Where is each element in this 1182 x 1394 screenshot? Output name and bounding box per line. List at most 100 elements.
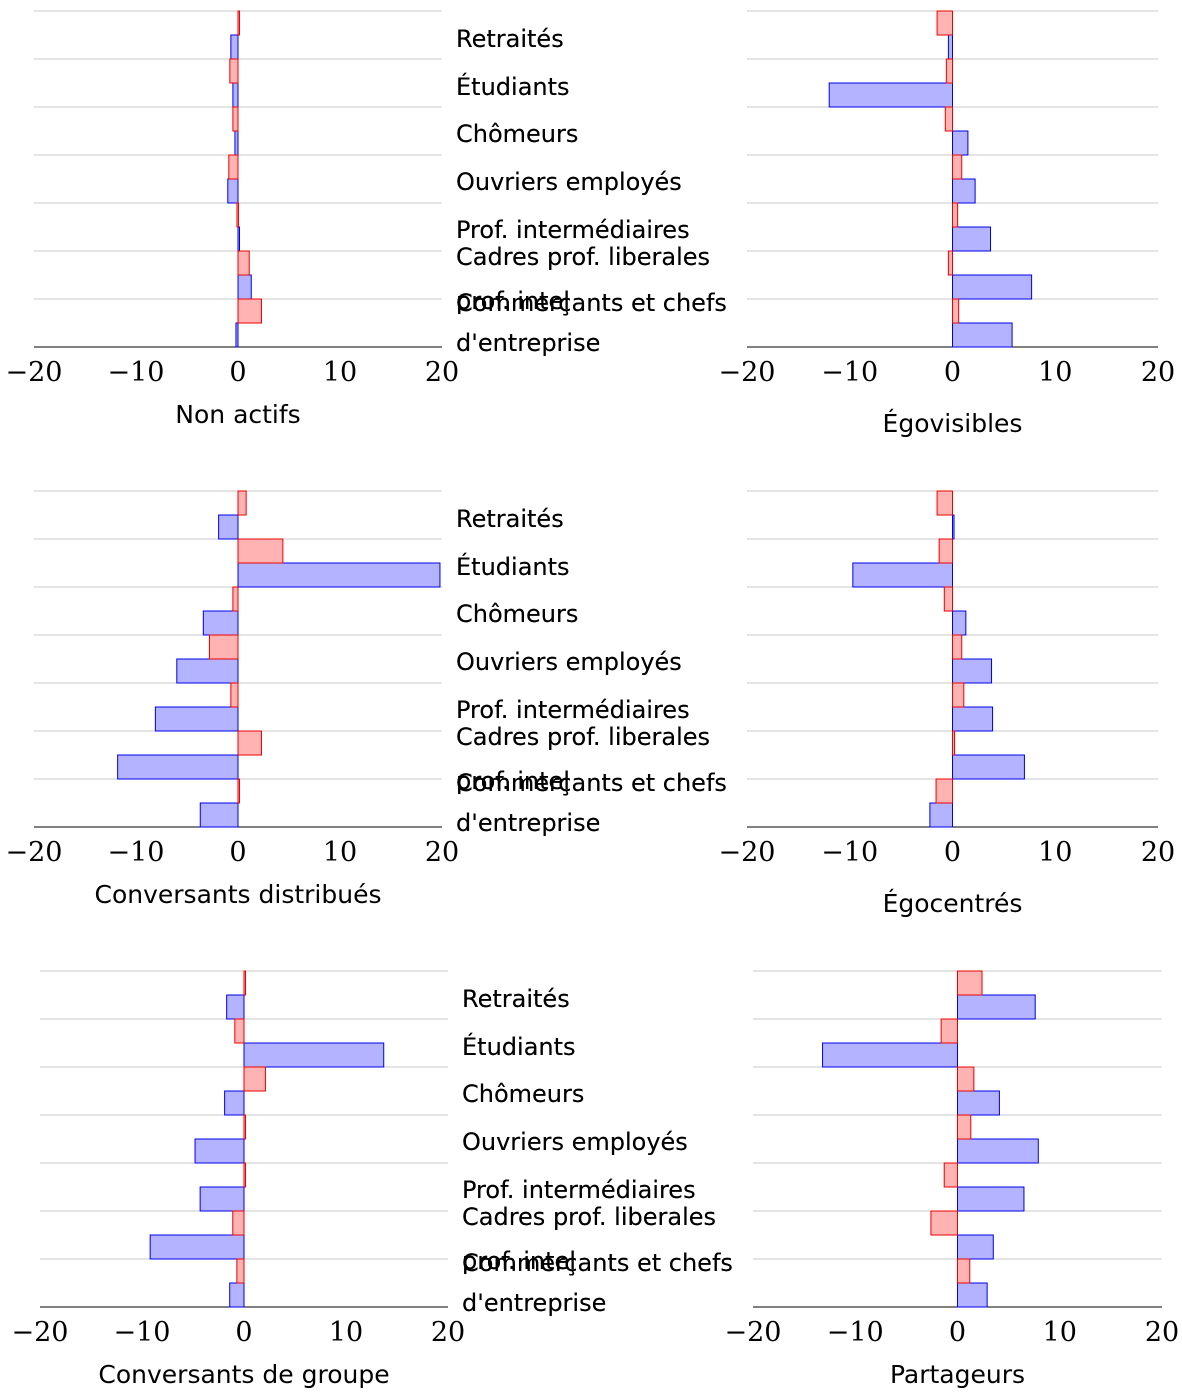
bar-series-1-cat-3 [224,1090,245,1116]
bar-series-2-cat-5 [952,202,959,228]
x-tick-label: −20 [12,1317,69,1348]
bar-series-1-cat-1 [952,514,955,540]
category-label: Ouvriers employés [462,1128,688,1156]
x-tick-label: 20 [425,357,459,388]
category-label: Étudiants [456,72,570,101]
bar-series-1-cat-7 [929,802,954,828]
bar-series-1-cat-6 [149,1234,245,1260]
category-label: Prof. intermédiaires [456,696,690,724]
chart-title: Conversants de groupe [98,1360,389,1389]
x-tick-label: −10 [108,357,165,388]
category-label-line2: prof. intel [456,767,570,795]
bar-series-1-cat-2 [828,82,954,108]
bar-series-2-cat-2 [229,58,239,84]
category-label-line2: d'entreprise [462,1289,606,1317]
category-label: Commerçants et chefs [462,1249,733,1277]
bar-series-2-cat-5 [236,202,239,228]
category-label: Retraités [462,985,570,1013]
bar-series-1-cat-7 [235,322,239,348]
bar-series-1-cat-5 [154,706,239,732]
category-label: Cadres prof. liberales [456,243,710,271]
bar-series-1-cat-4 [952,658,993,684]
x-tick-label: 0 [949,1317,966,1348]
bar-series-2-cat-4 [208,634,239,660]
bar-series-1-cat-6 [237,274,252,300]
bar-series-1-cat-3 [957,1090,1000,1116]
category-label: Étudiants [456,552,570,581]
category-label: Commerçants et chefs [456,289,727,317]
category-label: Retraités [456,505,564,533]
chart-panel-6: −20 −10 0 10 20 Retraités Étudiants Chômeurs Ouv… [462,970,1179,1389]
bar-series-1-cat-5 [199,1186,245,1212]
bar-series-2-cat-1 [936,10,954,36]
x-tick-label: −10 [827,1317,884,1348]
bar-series-2-cat-7 [935,778,953,804]
category-label: Cadres prof. liberales [456,243,710,271]
bar-series-1-cat-7 [199,802,239,828]
category-label: Cadres prof. liberales [462,1203,716,1231]
x-tick-label: 20 [1145,1317,1179,1348]
category-label-line2: prof. intel [456,287,570,315]
bar-series-2-cat-5 [243,1162,246,1188]
category-label: Commerçants et chefs [456,289,727,317]
x-tick-label: 20 [1141,837,1175,868]
chart-title: Partageurs [890,1360,1025,1389]
bar-series-1-cat-3 [202,610,239,636]
category-label-line2: prof. intel [456,287,570,315]
bar-series-2-cat-4 [952,634,963,660]
x-tick-label: −20 [719,357,776,388]
bar-series-1-cat-1 [230,34,239,60]
bar-series-1-cat-5 [952,706,994,732]
bar-series-2-cat-4 [243,1114,246,1140]
bar-series-1-cat-6 [952,754,1025,780]
x-tick-label: −10 [108,837,165,868]
bar-series-1-cat-4 [952,178,976,204]
bar-series-2-cat-6 [237,250,250,276]
chart-panel-3: −20 −10 0 10 20 Retraités Étudiants Chômeurs Ouv… [6,490,727,909]
x-tick-label: 10 [323,357,357,388]
category-label: Prof. intermédiaires [456,216,690,244]
bar-series-2-cat-7 [237,778,240,804]
category-label: Retraités [456,505,564,533]
bar-series-2-cat-6 [930,1210,958,1236]
bar-series-2-cat-1 [957,970,983,996]
bar-series-1-cat-7 [229,1282,245,1308]
x-tick-label: 10 [323,837,357,868]
bar-series-2-cat-1 [237,490,247,516]
bar-series-1-cat-4 [957,1138,1039,1164]
bar-series-2-cat-1 [237,10,240,36]
x-tick-label: 10 [329,1317,363,1348]
x-tick-label: 0 [229,357,246,388]
bar-series-1-cat-6 [117,754,239,780]
bar-series-2-cat-3 [943,586,954,612]
category-label: Prof. intermédiaires [462,1176,696,1204]
bar-series-1-cat-3 [952,610,967,636]
bar-series-1-cat-7 [957,1282,988,1308]
category-label: Chômeurs [456,600,578,628]
x-tick-label: 0 [944,357,961,388]
chart-panel-4: −20 −10 0 10 20 Retraités Étudiants Chômeurs Ouv… [456,490,1175,918]
chart-title: Conversants distribués [95,880,382,909]
chart-title: Égovisibles [883,409,1023,438]
x-tick-label: 10 [1038,837,1072,868]
category-label: Ouvriers employés [456,168,682,196]
category-label: Chômeurs [456,600,578,628]
bar-series-2-cat-1 [936,490,954,516]
bar-series-2-cat-5 [943,1162,959,1188]
category-label: Commerçants et chefs [456,769,727,797]
bar-series-2-cat-3 [944,106,953,132]
bar-series-2-cat-7 [957,1258,971,1284]
chart-title: Égocentrés [883,889,1023,918]
category-label: Prof. intermédiaires [456,696,690,724]
bar-series-2-cat-3 [232,586,239,612]
bar-series-1-cat-1 [957,994,1036,1020]
category-label: Ouvriers employés [462,1128,688,1156]
bar-series-2-cat-6 [952,730,956,756]
category-label: Prof. intermédiaires [462,1176,696,1204]
x-tick-label: 10 [1043,1317,1077,1348]
category-label: Retraités [456,25,564,53]
bar-series-1-cat-2 [852,562,954,588]
x-tick-label: 20 [431,1317,465,1348]
bar-series-1-cat-6 [957,1234,994,1260]
